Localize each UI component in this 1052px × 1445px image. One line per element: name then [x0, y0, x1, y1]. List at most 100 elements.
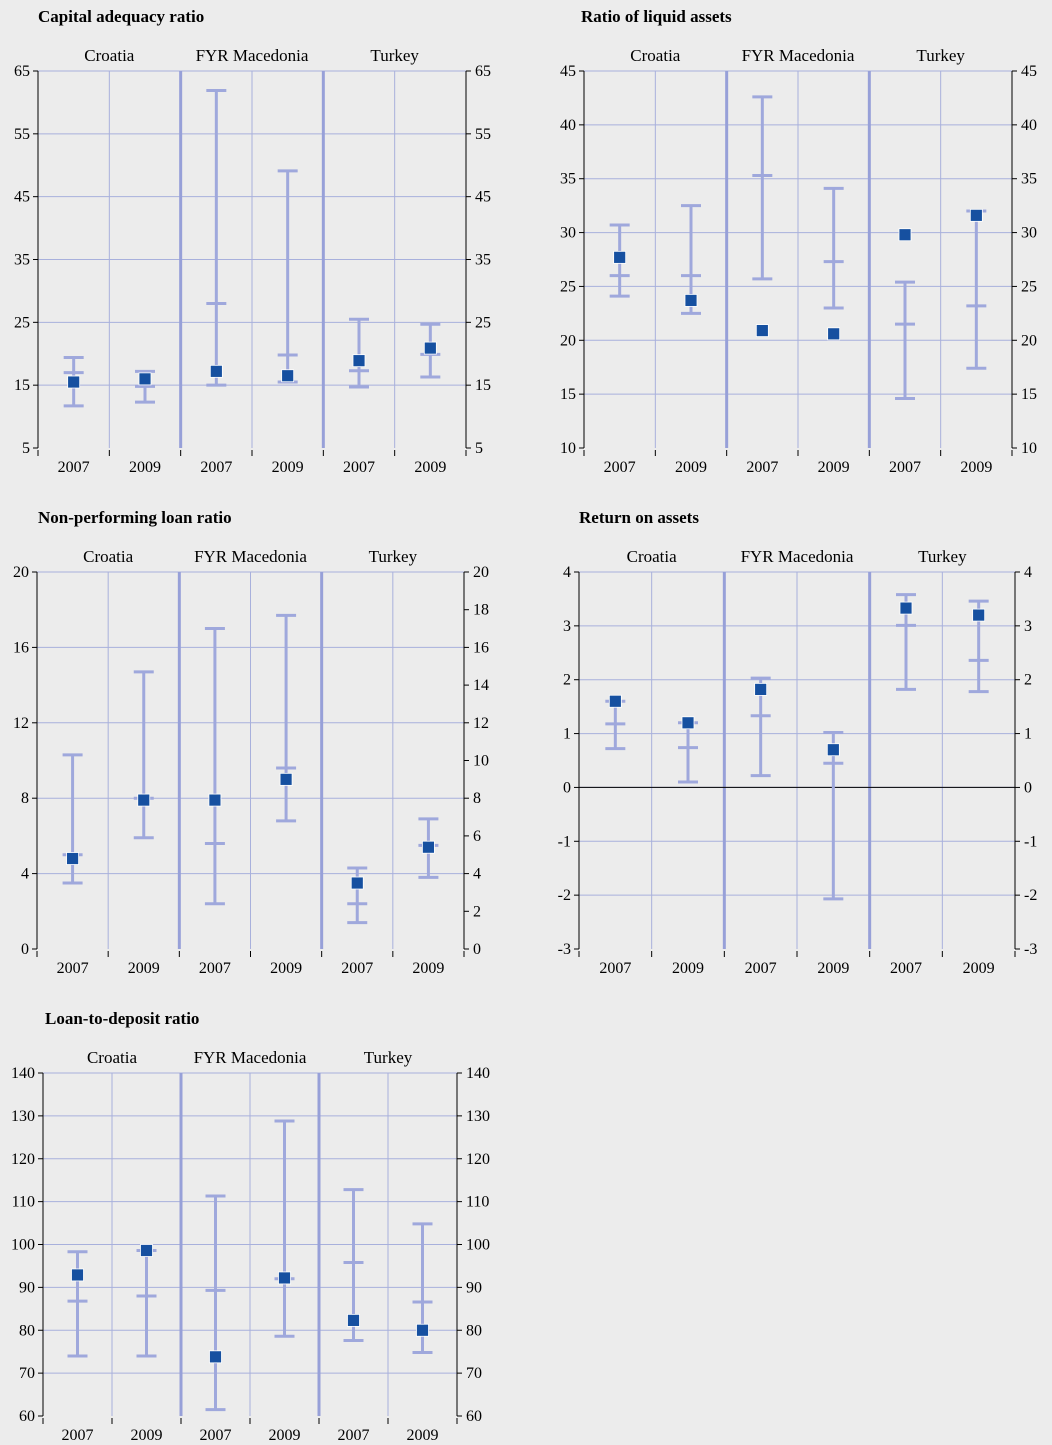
- x-tick-label: 2007: [338, 1427, 370, 1444]
- group-label: FYR Macedonia: [742, 46, 855, 65]
- data-point-marker: [347, 1313, 360, 1327]
- x-tick-label: 2009: [818, 459, 850, 476]
- y-tick-label-left: 5: [22, 440, 30, 457]
- data-point-marker: [140, 1244, 153, 1257]
- data-point-marker: [754, 683, 768, 696]
- chart-3: Non-performing loan ratio 0 4 8 12 16 20 0 2 4 6 8 1…: [13, 508, 489, 977]
- range-bar: [67, 1250, 88, 1358]
- x-tick-label: 2009: [131, 1427, 163, 1444]
- range-bar: [349, 317, 369, 389]
- data-point-marker: [137, 793, 151, 807]
- x-tick-label: 2009: [269, 1427, 301, 1444]
- y-tick-label-right: 100: [466, 1237, 490, 1254]
- y-tick-label-left: -3: [558, 941, 571, 958]
- x-tick-label: 2007: [343, 459, 375, 476]
- data-point-marker: [416, 1323, 429, 1337]
- data-point-marker: [352, 354, 366, 368]
- y-tick-label-right: 45: [475, 189, 491, 206]
- x-tick-label: 2009: [817, 960, 849, 977]
- range-bar: [206, 88, 227, 387]
- group-label: Turkey: [370, 46, 419, 65]
- x-tick-label: 2009: [960, 459, 992, 476]
- y-tick-label-left: 0: [563, 779, 571, 796]
- range-bar: [678, 721, 698, 784]
- y-tick-label-left: 10: [560, 440, 576, 457]
- chart-5-title: Loan-to-deposit ratio: [45, 1009, 199, 1028]
- y-tick-label-right: 15: [475, 377, 491, 394]
- group-label: Turkey: [364, 1048, 413, 1067]
- group-label: Croatia: [87, 1048, 137, 1067]
- data-point-marker: [972, 608, 986, 622]
- y-tick-label-left: 55: [14, 126, 30, 143]
- y-tick-label-right: 4: [473, 866, 481, 883]
- y-tick-label-left: 80: [19, 1322, 35, 1339]
- range-bar: [274, 1119, 295, 1338]
- y-tick-label-left: -1: [558, 833, 571, 850]
- y-tick-label-left: 35: [560, 171, 576, 188]
- data-point-marker: [71, 1268, 84, 1282]
- x-tick-label: 2009: [672, 960, 704, 977]
- x-tick-label: 2009: [963, 960, 995, 977]
- data-point-marker: [350, 876, 364, 890]
- y-tick-label-right: 140: [466, 1065, 490, 1082]
- data-point-marker: [422, 840, 435, 854]
- y-tick-label-left: 8: [21, 790, 29, 807]
- x-tick-label: 2007: [341, 960, 373, 977]
- y-tick-label-left: 2: [563, 672, 571, 689]
- y-tick-label-right: 130: [466, 1108, 490, 1125]
- y-tick-label-right: 40: [1021, 117, 1037, 134]
- y-tick-label-left: 15: [560, 386, 576, 403]
- range-bar: [277, 169, 298, 384]
- y-tick-label-right: 15: [1021, 386, 1037, 403]
- group-label: Croatia: [83, 547, 133, 566]
- range-bar: [347, 866, 368, 925]
- x-tick-label: 2009: [407, 1427, 439, 1444]
- y-tick-label-left: 4: [21, 866, 29, 883]
- y-tick-label-left: 45: [560, 63, 576, 80]
- range-bar: [205, 1194, 226, 1412]
- chart-2-title: Ratio of liquid assets: [581, 7, 732, 26]
- data-point-marker: [281, 369, 295, 383]
- range-bar: [966, 209, 987, 370]
- y-tick-label-right: 80: [466, 1322, 482, 1339]
- x-tick-label: 2009: [270, 960, 302, 977]
- y-tick-label-right: 12: [473, 715, 489, 732]
- range-bar: [752, 95, 773, 281]
- x-tick-label: 2007: [199, 960, 231, 977]
- data-point-marker: [755, 324, 769, 337]
- group-label: Turkey: [916, 46, 965, 65]
- y-tick-label-right: 25: [475, 314, 491, 331]
- y-tick-label-left: 1: [563, 726, 571, 743]
- group-label: Croatia: [627, 547, 677, 566]
- range-bar: [136, 1249, 157, 1358]
- y-tick-label-right: 14: [473, 677, 489, 694]
- group-label: FYR Macedonia: [196, 46, 309, 65]
- y-tick-label-left: 16: [13, 639, 29, 656]
- y-tick-label-right: 5: [475, 440, 483, 457]
- x-tick-label: 2007: [200, 459, 232, 476]
- y-tick-label-right: -1: [1024, 833, 1037, 850]
- y-tick-label-right: 0: [1024, 779, 1032, 796]
- data-point-marker: [278, 1271, 291, 1285]
- y-tick-label-left: 25: [14, 314, 30, 331]
- y-tick-label-right: 2: [1024, 672, 1032, 689]
- x-tick-label: 2007: [746, 459, 778, 476]
- y-tick-label-left: 3: [563, 618, 571, 635]
- y-tick-label-left: 30: [560, 225, 576, 242]
- y-tick-label-right: 110: [466, 1194, 489, 1211]
- y-tick-label-right: 65: [475, 63, 491, 80]
- y-tick-label-right: 35: [1021, 171, 1037, 188]
- range-bar: [823, 730, 844, 901]
- y-tick-label-left: 90: [19, 1279, 35, 1296]
- group-label: FYR Macedonia: [194, 1048, 307, 1067]
- data-point-marker: [608, 694, 622, 708]
- y-tick-label-left: 4: [563, 564, 571, 581]
- y-tick-label-left: 65: [14, 63, 30, 80]
- y-tick-label-right: 6: [473, 828, 481, 845]
- x-tick-label: 2007: [58, 459, 90, 476]
- y-tick-label-right: 2: [473, 903, 481, 920]
- y-tick-label-left: -2: [558, 887, 571, 904]
- data-point-marker: [66, 852, 79, 865]
- chart-5: Loan-to-deposit ratio 60 70 80 90 100 110 120 13…: [11, 1009, 490, 1444]
- y-tick-label-right: 20: [473, 564, 489, 581]
